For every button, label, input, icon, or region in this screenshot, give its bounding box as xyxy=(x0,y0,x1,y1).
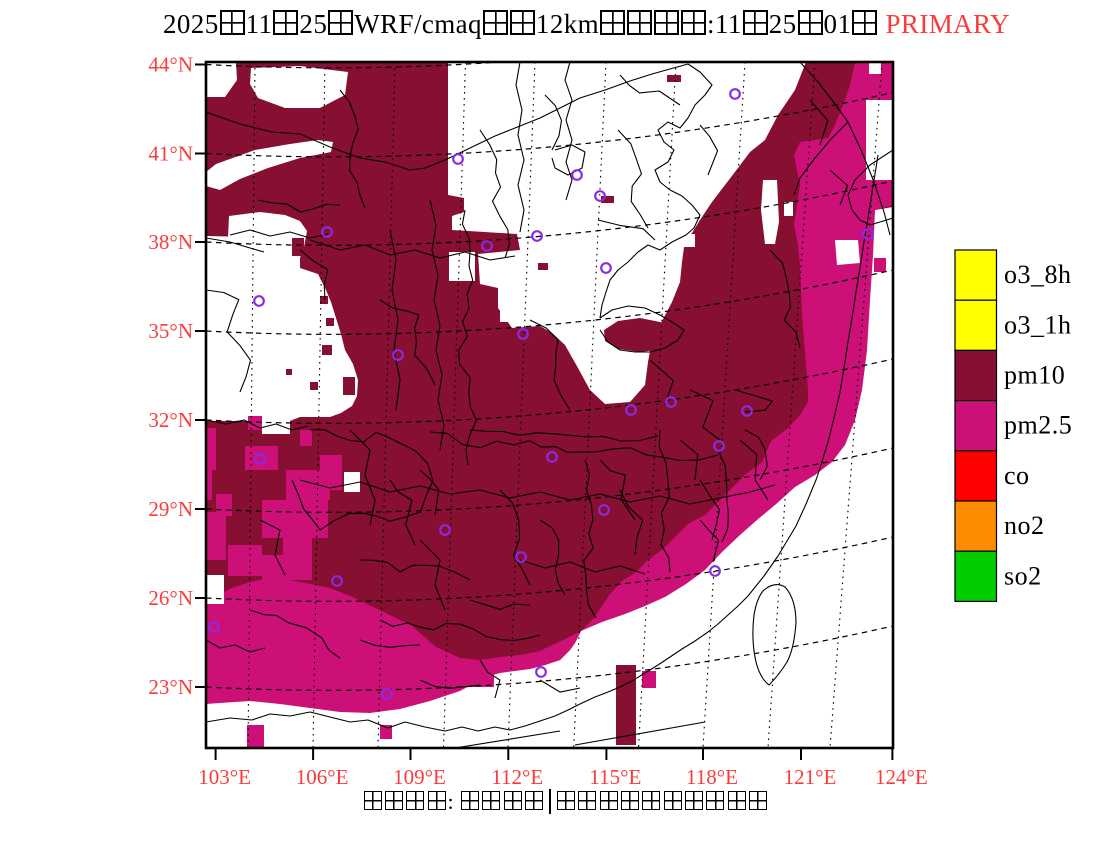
svg-text:32°N: 32°N xyxy=(148,408,193,432)
svg-text:41°N: 41°N xyxy=(148,142,193,166)
svg-text:29°N: 29°N xyxy=(148,497,193,521)
svg-text:pm10: pm10 xyxy=(1004,361,1065,390)
svg-text:no2: no2 xyxy=(1004,511,1045,540)
svg-text:23°N: 23°N xyxy=(148,675,193,699)
svg-text:121°E: 121°E xyxy=(784,765,837,789)
svg-text:o3_1h: o3_1h xyxy=(1004,310,1072,339)
svg-text:103°E: 103°E xyxy=(198,765,251,789)
svg-text:co: co xyxy=(1004,461,1030,490)
svg-text:109°E: 109°E xyxy=(393,765,446,789)
svg-text:44°N: 44°N xyxy=(148,53,193,77)
svg-text:26°N: 26°N xyxy=(148,586,193,610)
svg-text:106°E: 106°E xyxy=(296,765,349,789)
svg-text:pm2.5: pm2.5 xyxy=(1004,411,1072,440)
svg-text:112°E: 112°E xyxy=(491,765,543,789)
svg-text:124°E: 124°E xyxy=(875,765,928,789)
svg-text:35°N: 35°N xyxy=(148,319,193,343)
svg-text:so2: so2 xyxy=(1004,561,1042,590)
svg-text:118°E: 118°E xyxy=(686,765,738,789)
svg-text:38°N: 38°N xyxy=(148,230,193,254)
svg-text:o3_8h: o3_8h xyxy=(1004,260,1072,289)
svg-text:115°E: 115°E xyxy=(589,765,641,789)
